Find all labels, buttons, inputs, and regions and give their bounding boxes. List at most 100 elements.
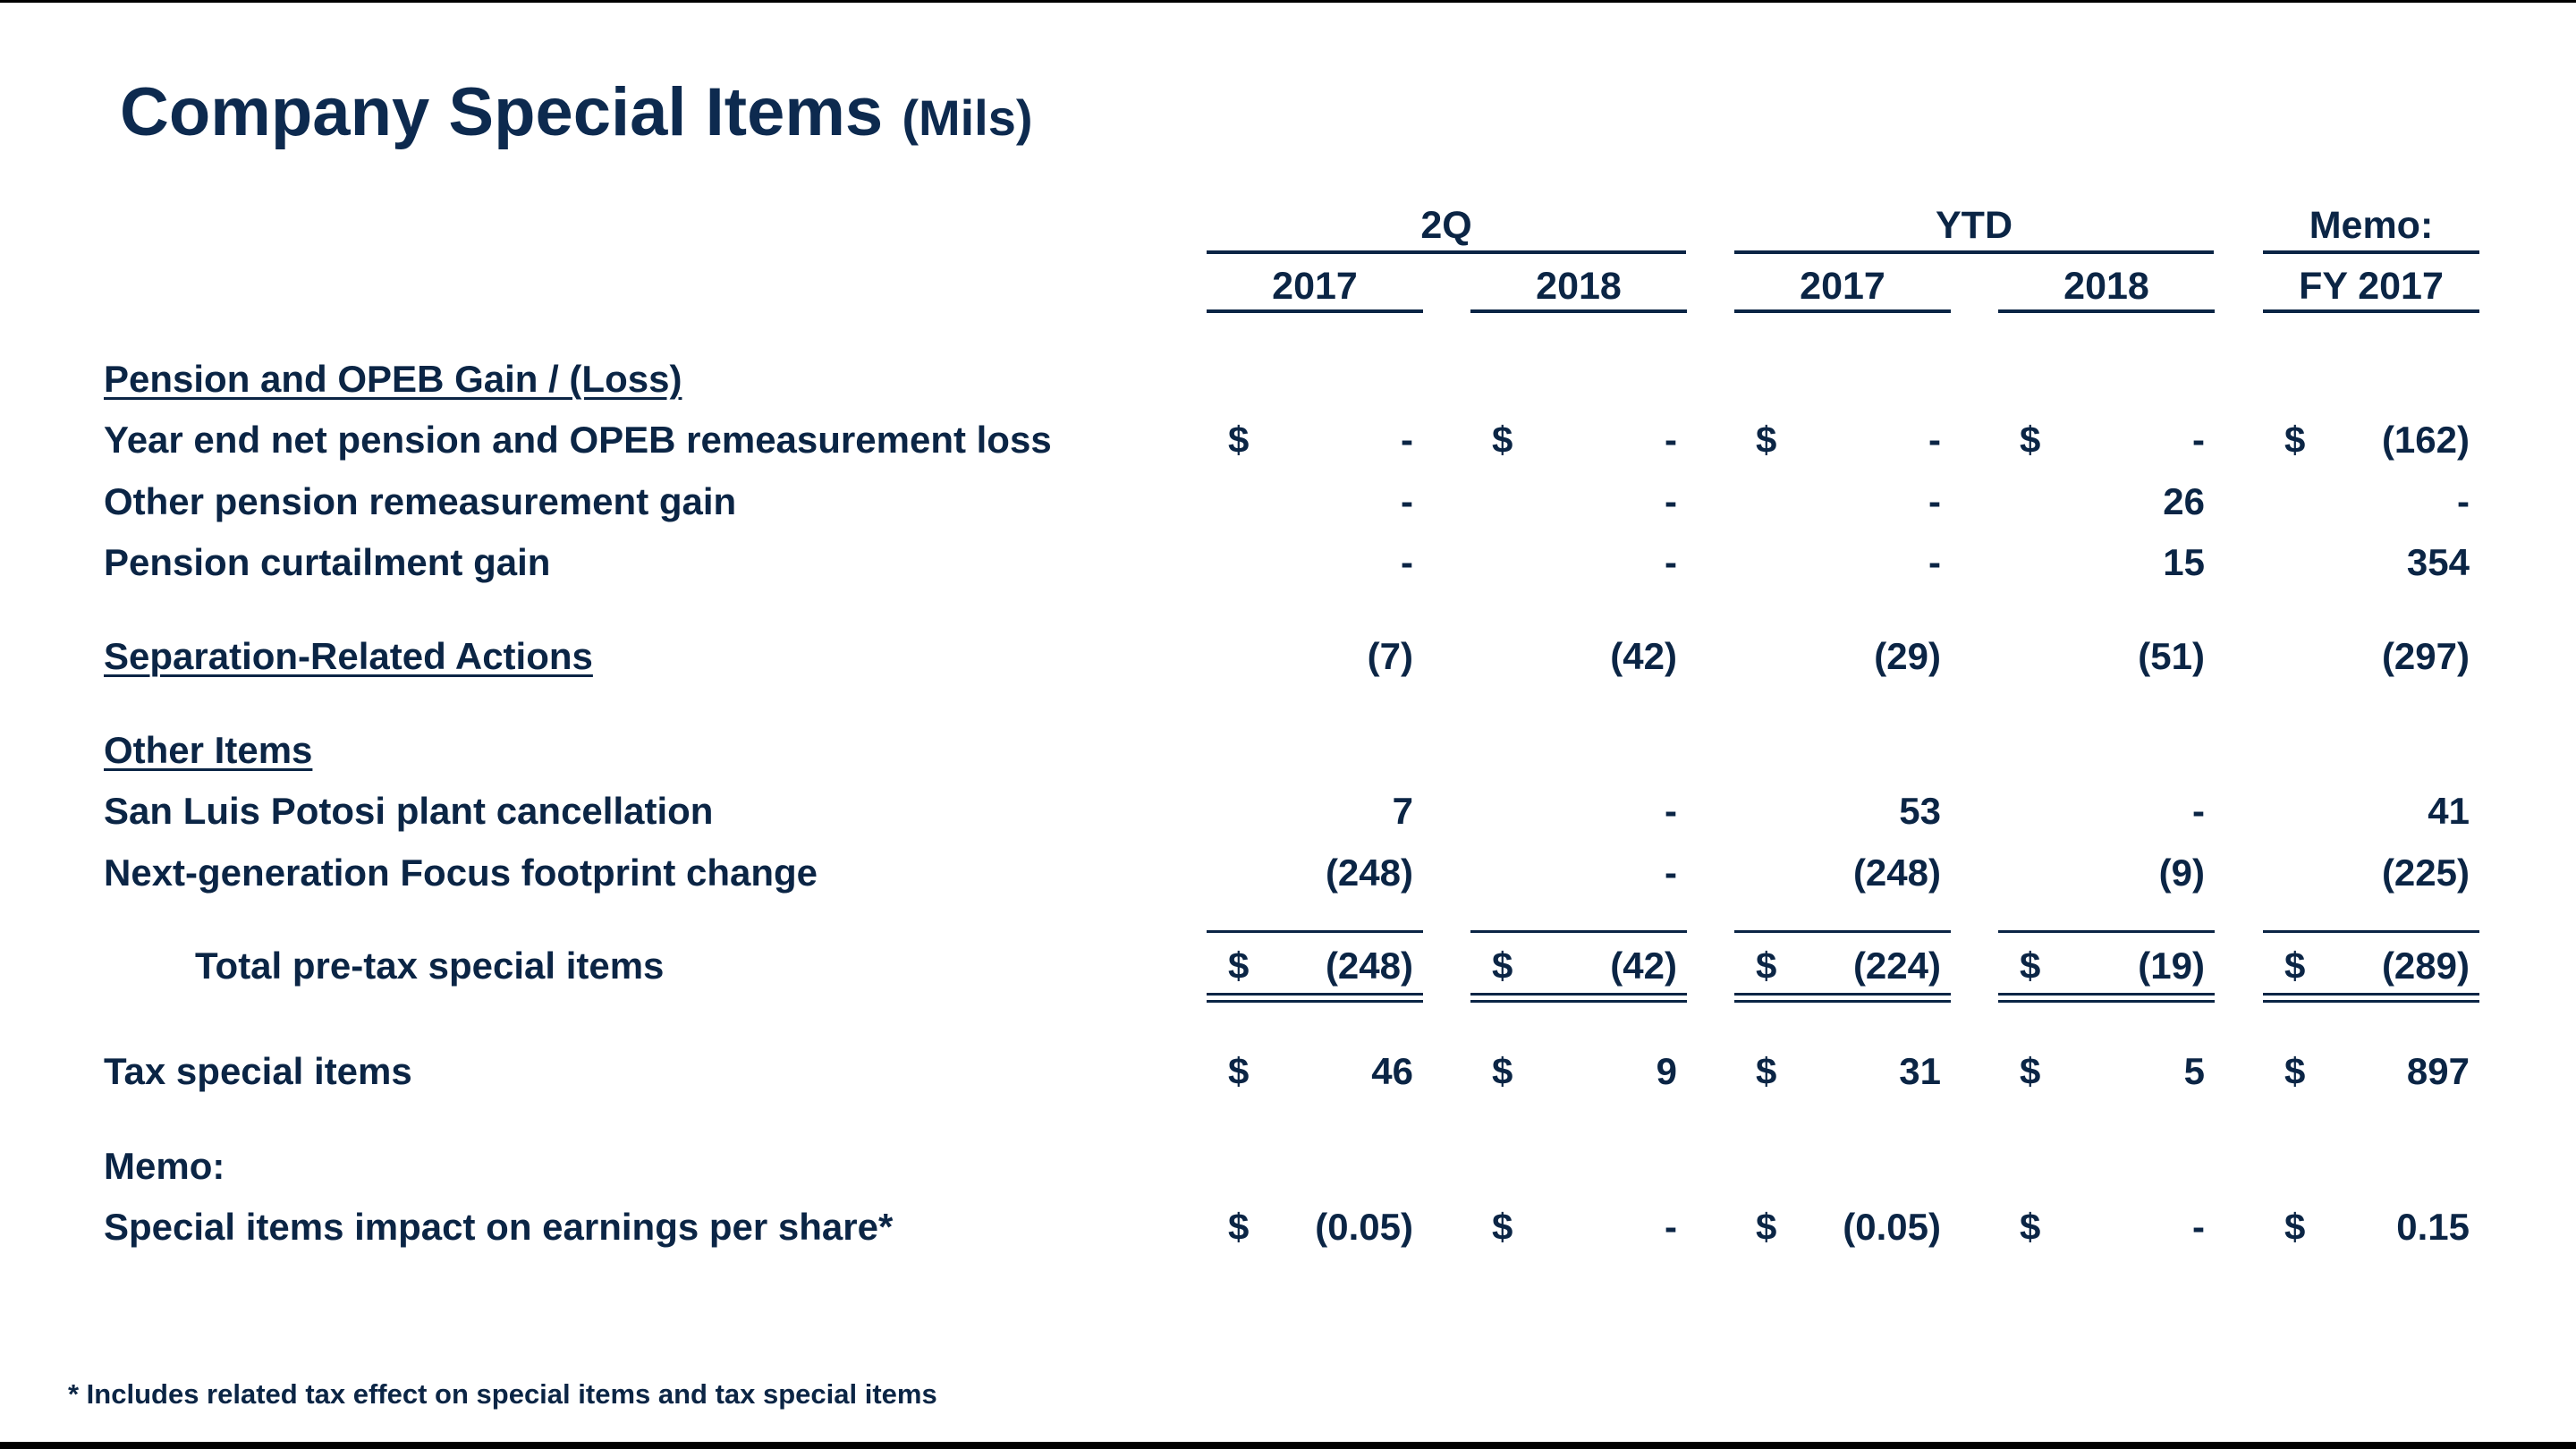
table-cell: - xyxy=(1401,480,1413,522)
table-cell: 15 xyxy=(2163,541,2205,583)
table-cell: 0.15 xyxy=(2396,1206,2470,1248)
table-cell: - xyxy=(2192,419,2205,461)
total-double-rule xyxy=(1998,993,2215,996)
row-label-total: Total pre-tax special items xyxy=(195,945,665,987)
table-cell: (248) xyxy=(1325,852,1413,894)
column-group-2q: 2Q xyxy=(1420,204,1472,247)
column-header-2q-2018: 2018 xyxy=(1536,265,1622,308)
table-cell: - xyxy=(1928,541,1941,583)
table-cell: 354 xyxy=(2406,541,2470,583)
total-rule-top xyxy=(1207,930,1423,933)
column-header-fy2017: FY 2017 xyxy=(2299,265,2444,308)
table-cell: - xyxy=(1928,419,1941,461)
total-double-rule xyxy=(1207,1000,1423,1003)
total-rule-top xyxy=(1998,930,2215,933)
table-cell: - xyxy=(1665,790,1677,832)
table-cell: (297) xyxy=(2381,635,2470,677)
memo-label: Memo: xyxy=(104,1145,225,1187)
dollar-sign: $ xyxy=(1228,419,1250,461)
total-double-rule xyxy=(1470,1000,1687,1003)
group-underline-ytd xyxy=(1734,250,2214,254)
table-cell: - xyxy=(1665,852,1677,894)
table-cell: 53 xyxy=(1899,790,1941,832)
table-cell-total: (289) xyxy=(2381,945,2470,987)
table-cell: - xyxy=(2192,1206,2205,1248)
dollar-sign: $ xyxy=(1756,945,1777,987)
dollar-sign: $ xyxy=(2284,945,2306,987)
dollar-sign: $ xyxy=(2020,945,2041,987)
table-cell: (7) xyxy=(1367,635,1413,677)
header-underline xyxy=(2263,309,2479,313)
group-underline-memo xyxy=(2263,250,2479,254)
table-cell: (225) xyxy=(2381,852,2470,894)
header-underline xyxy=(1207,309,1423,313)
section-heading-pension: Pension and OPEB Gain / (Loss) xyxy=(104,358,682,400)
table-cell: (42) xyxy=(1610,635,1677,677)
footnote: * Includes related tax effect on special… xyxy=(68,1378,937,1410)
row-label: Pension curtailment gain xyxy=(104,541,551,583)
header-underline xyxy=(1998,309,2215,313)
title-main: Company Special Items xyxy=(120,74,884,150)
table-cell: 7 xyxy=(1392,790,1413,832)
row-label: San Luis Potosi plant cancellation xyxy=(104,790,714,832)
column-header-2q-2017: 2017 xyxy=(1272,265,1358,308)
table-cell-total: (248) xyxy=(1325,945,1413,987)
table-cell-total: (224) xyxy=(1852,945,1941,987)
table-cell: (29) xyxy=(1874,635,1941,677)
row-label: Special items impact on earnings per sha… xyxy=(104,1206,894,1248)
row-label: Other pension remeasurement gain xyxy=(104,480,737,522)
total-rule-top xyxy=(2263,930,2479,933)
total-rule-top xyxy=(1734,930,1951,933)
table-cell: 897 xyxy=(2406,1050,2470,1092)
dollar-sign: $ xyxy=(1228,1206,1250,1248)
table-cell: 46 xyxy=(1371,1050,1413,1092)
dollar-sign: $ xyxy=(1492,419,1513,461)
dollar-sign: $ xyxy=(1492,1050,1513,1092)
table-cell: - xyxy=(1928,480,1941,522)
header-underline xyxy=(1470,309,1687,313)
group-underline-2q xyxy=(1207,250,1686,254)
total-double-rule xyxy=(1734,1000,1951,1003)
dollar-sign: $ xyxy=(2284,419,2306,461)
table-cell: (162) xyxy=(2381,419,2470,461)
dollar-sign: $ xyxy=(1492,1206,1513,1248)
table-cell: (9) xyxy=(2158,852,2205,894)
dollar-sign: $ xyxy=(1228,945,1250,987)
dollar-sign: $ xyxy=(1756,419,1777,461)
table-cell: (0.05) xyxy=(1843,1206,1941,1248)
total-rule-top xyxy=(1470,930,1687,933)
table-cell: 31 xyxy=(1899,1050,1941,1092)
title-units: (Mils) xyxy=(902,89,1033,146)
table-cell: - xyxy=(2457,480,2470,522)
table-cell: - xyxy=(1665,541,1677,583)
table-cell: 26 xyxy=(2163,480,2205,522)
total-double-rule xyxy=(1470,993,1687,996)
dollar-sign: $ xyxy=(1756,1050,1777,1092)
page-title: Company Special Items (Mils) xyxy=(120,79,1033,147)
dollar-sign: $ xyxy=(1492,945,1513,987)
table-cell: - xyxy=(1401,541,1413,583)
table-cell: (51) xyxy=(2138,635,2205,677)
header-underline xyxy=(1734,309,1951,313)
section-heading-separation: Separation-Related Actions xyxy=(104,635,593,677)
top-border xyxy=(0,0,2576,3)
section-heading-other-items: Other Items xyxy=(104,729,313,771)
total-double-rule xyxy=(1734,993,1951,996)
column-group-ytd: YTD xyxy=(1936,204,2012,247)
table-cell: 41 xyxy=(2428,790,2470,832)
total-double-rule xyxy=(2263,993,2479,996)
table-cell: - xyxy=(1665,419,1677,461)
table-cell: - xyxy=(1401,419,1413,461)
dollar-sign: $ xyxy=(2284,1050,2306,1092)
dollar-sign: $ xyxy=(2020,1206,2041,1248)
dollar-sign: $ xyxy=(2284,1206,2306,1248)
table-cell: - xyxy=(1665,1206,1677,1248)
row-label: Year end net pension and OPEB remeasurem… xyxy=(104,419,1052,461)
total-double-rule xyxy=(1998,1000,2215,1003)
column-header-ytd-2017: 2017 xyxy=(1800,265,1885,308)
dollar-sign: $ xyxy=(2020,419,2041,461)
table-cell: - xyxy=(2192,790,2205,832)
dollar-sign: $ xyxy=(2020,1050,2041,1092)
bottom-border xyxy=(0,1442,2576,1449)
table-cell: (0.05) xyxy=(1315,1206,1413,1248)
